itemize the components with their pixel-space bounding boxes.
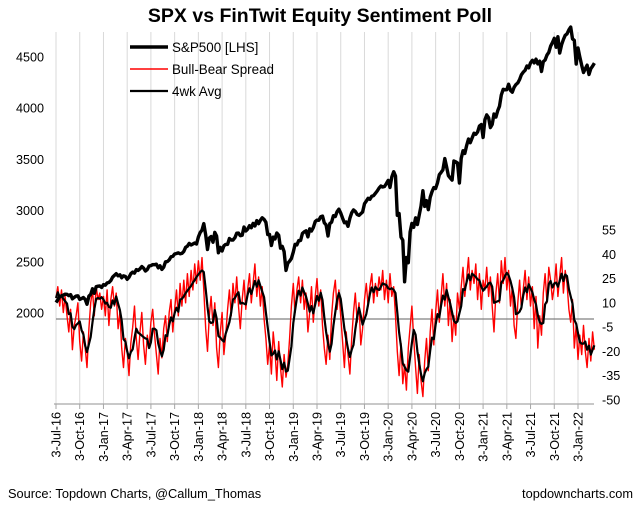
y-right-tick-label: 10 xyxy=(602,296,616,310)
x-tick-label: 3-Jan-18 xyxy=(192,412,206,462)
y-right-tick-label: -5 xyxy=(602,321,613,335)
y-left-tick-label: 4000 xyxy=(16,102,44,116)
y-right-tick-label: -20 xyxy=(602,345,620,359)
four-week-avg-line xyxy=(54,269,596,383)
spx-line xyxy=(54,25,596,306)
x-tick-label: 3-Jul-17 xyxy=(144,412,158,458)
x-tick-label: 3-Jul-20 xyxy=(429,412,443,458)
legend-label: S&P500 [LHS] xyxy=(172,40,258,55)
x-tick-label: 3-Oct-18 xyxy=(263,412,277,461)
x-tick-label: 3-Jan-20 xyxy=(382,412,396,462)
x-tick-label: 3-Oct-21 xyxy=(548,412,562,461)
x-tick-label: 3-Jan-19 xyxy=(287,412,301,462)
chart-title: SPX vs FinTwit Equity Sentiment Poll xyxy=(148,5,492,27)
x-tick-label: 3-Jul-21 xyxy=(524,412,538,458)
x-tick-label: 3-Apr-18 xyxy=(216,412,230,461)
x-tick-label: 3-Jan-17 xyxy=(97,412,111,462)
x-tick-label: 3-Jan-21 xyxy=(477,412,491,462)
x-tick-label: 3-Oct-20 xyxy=(453,412,467,461)
y-right-tick-label: -50 xyxy=(602,393,620,407)
x-tick-label: 3-Oct-17 xyxy=(168,412,182,461)
x-tick-label: 3-Jul-16 xyxy=(50,412,64,458)
y-left-tick-label: 4500 xyxy=(16,51,44,65)
y-right-tick-label: 55 xyxy=(602,224,616,238)
x-tick-label: 3-Apr-20 xyxy=(405,412,419,461)
x-tick-label: 3-Oct-16 xyxy=(73,412,87,461)
bull-bear-spread-line xyxy=(55,256,596,398)
legend-label: Bull-Bear Spread xyxy=(172,62,274,77)
plot-area: 3-Jul-16 3-Oct-16 3-Jan-17 3-Apr-17 3-Jul-17… xyxy=(16,25,620,462)
footer-site-text: topdowncharts.com xyxy=(522,486,633,501)
y-left-tick-label: 3000 xyxy=(16,204,44,218)
x-tick-label: 3-Jul-19 xyxy=(334,412,348,458)
legend-label: 4wk Avg xyxy=(172,84,222,99)
y-right-tick-label: 25 xyxy=(602,272,616,286)
x-tick-label: 3-Jul-18 xyxy=(239,412,253,458)
x-tick-label: 3-Jan-22 xyxy=(572,412,586,462)
footer-source-text: Source: Topdown Charts, @Callum_Thomas xyxy=(8,486,261,501)
x-tick-label: 3-Apr-21 xyxy=(500,412,514,461)
chart-legend: S&P500 [LHS] Bull-Bear Spread 4wk Avg xyxy=(130,40,274,99)
x-tick-label: 3-Apr-17 xyxy=(121,412,135,461)
x-tick-label: 3-Oct-19 xyxy=(358,412,372,461)
x-tick-label: 3-Apr-19 xyxy=(311,412,325,461)
y-right-tick-label: -35 xyxy=(602,369,620,383)
y-left-tick-label: 2000 xyxy=(16,307,44,321)
y-left-tick-label: 3500 xyxy=(16,153,44,167)
y-right-tick-label: 40 xyxy=(602,248,616,262)
y-left-tick-label: 2500 xyxy=(16,255,44,269)
